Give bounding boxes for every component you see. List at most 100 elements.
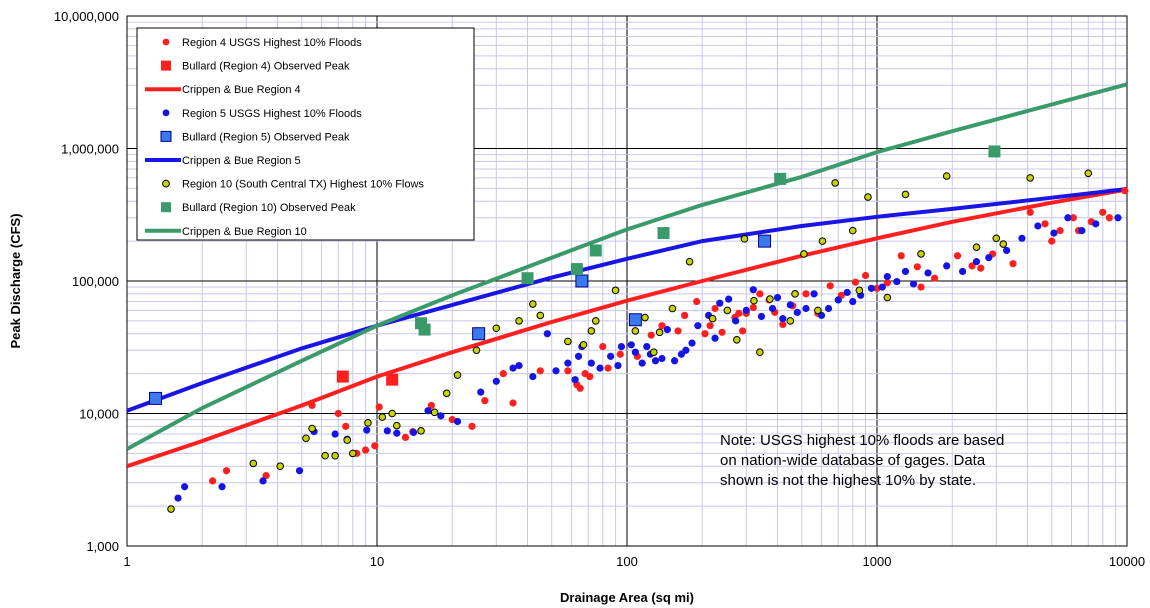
data-point <box>787 318 794 325</box>
data-point <box>612 287 619 294</box>
data-point <box>303 435 310 442</box>
data-point <box>688 339 695 346</box>
x-axis-title: Drainage Area (sq mi) <box>560 590 694 605</box>
data-point <box>725 296 732 303</box>
data-point <box>802 290 809 297</box>
data-point <box>618 343 625 350</box>
data-point <box>849 227 856 234</box>
data-point <box>564 360 571 367</box>
legend-marker <box>163 39 170 46</box>
data-point <box>902 268 909 275</box>
data-point-square <box>759 235 771 247</box>
data-point <box>1085 170 1092 177</box>
y-tick-label: 10,000,000 <box>54 9 119 24</box>
data-point-square <box>386 374 398 386</box>
x-tick-label: 10 <box>370 554 384 569</box>
data-point <box>741 236 748 243</box>
data-point <box>1027 175 1034 182</box>
data-point <box>529 373 536 380</box>
data-point <box>1078 227 1085 234</box>
data-point <box>769 305 776 312</box>
data-point <box>174 494 181 501</box>
data-point <box>658 355 665 362</box>
data-point <box>1099 209 1106 216</box>
data-point <box>437 412 444 419</box>
data-point <box>893 278 900 285</box>
data-point <box>750 286 757 293</box>
data-point <box>588 360 595 367</box>
data-point <box>454 372 461 379</box>
data-point <box>1056 227 1063 234</box>
data-point <box>739 327 746 334</box>
data-point <box>530 301 537 308</box>
data-point <box>973 244 980 251</box>
data-point <box>716 300 723 307</box>
legend-marker <box>163 180 170 187</box>
data-point <box>402 434 409 441</box>
data-point <box>849 298 856 305</box>
data-point <box>924 269 931 276</box>
data-point <box>642 314 649 321</box>
data-point <box>493 325 500 332</box>
data-point <box>393 430 400 437</box>
data-point <box>599 343 606 350</box>
data-point-square <box>629 314 641 326</box>
data-point <box>681 312 688 319</box>
legend-label: Region 5 USGS Highest 10% Floods <box>182 108 362 120</box>
legend-label: Bullard (Region 4) Observed Peak <box>182 61 350 73</box>
note-line: Note: USGS highest 10% floods are based <box>720 432 1004 449</box>
data-point <box>973 258 980 265</box>
data-point <box>686 258 693 265</box>
data-point <box>914 263 921 270</box>
data-point <box>884 273 891 280</box>
data-point <box>993 235 1000 242</box>
data-point <box>718 329 725 336</box>
data-point <box>250 460 257 467</box>
data-point <box>732 317 739 324</box>
x-tick-label: 10000 <box>1109 554 1145 569</box>
data-point <box>787 301 794 308</box>
data-point <box>588 328 595 335</box>
legend-label: Crippen & Bue Region 5 <box>182 155 301 167</box>
data-point-square <box>774 173 786 185</box>
data-point <box>639 360 646 367</box>
data-point <box>674 327 681 334</box>
legend-label: Crippen & Bue Region 10 <box>182 226 307 238</box>
data-point <box>575 353 582 360</box>
data-point <box>349 450 356 457</box>
data-point-square <box>337 371 349 383</box>
data-point <box>332 452 339 459</box>
data-point-square <box>571 263 583 275</box>
data-point <box>544 330 551 337</box>
x-tick-label: 1000 <box>863 554 892 569</box>
data-point <box>918 251 925 258</box>
data-point <box>577 385 584 392</box>
data-point <box>751 297 758 304</box>
data-point <box>376 403 383 410</box>
data-point <box>296 467 303 474</box>
data-point <box>481 397 488 404</box>
data-point <box>537 367 544 374</box>
data-point <box>832 180 839 187</box>
data-point <box>168 506 175 513</box>
data-point <box>1034 222 1041 229</box>
data-point <box>756 290 763 297</box>
data-point <box>418 428 425 435</box>
legend-label: Bullard (Region 5) Observed Peak <box>182 131 350 143</box>
data-point <box>810 290 817 297</box>
data-point <box>844 289 851 296</box>
data-point <box>473 347 480 354</box>
data-point <box>604 365 611 372</box>
data-point <box>862 272 869 279</box>
data-point <box>571 376 578 383</box>
data-point <box>628 341 635 348</box>
data-point <box>656 329 663 336</box>
data-point <box>711 335 718 342</box>
data-point <box>750 304 757 311</box>
data-point <box>779 315 786 322</box>
legend-label: Region 10 (South Central TX) Highest 10%… <box>182 179 424 191</box>
data-point <box>209 477 216 484</box>
data-point <box>443 390 450 397</box>
data-point <box>371 442 378 449</box>
data-point <box>1048 238 1055 245</box>
